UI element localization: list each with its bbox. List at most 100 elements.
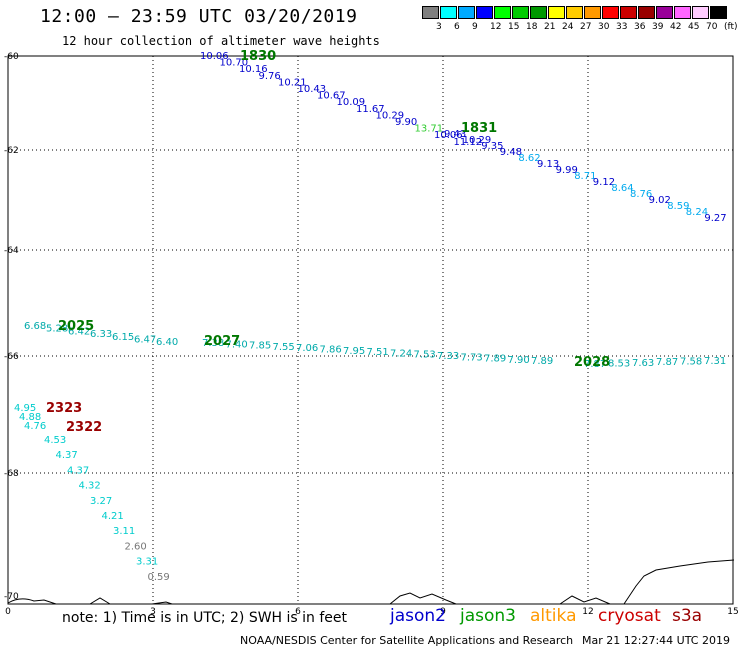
colorbar-label: 70 xyxy=(706,22,718,32)
wave-height-reading: 10.16 xyxy=(239,64,268,75)
wave-height-reading: 6.47 xyxy=(134,335,156,346)
wave-height-reading: 9.43 xyxy=(444,129,466,140)
y-tick-label: -60 xyxy=(4,52,19,62)
wave-height-reading: 7.51 xyxy=(367,347,389,358)
colorbar-swatch xyxy=(620,6,637,19)
wave-height-reading: 7.33 xyxy=(437,351,459,362)
wave-height-reading: 3.11 xyxy=(113,526,135,537)
x-tick-label: 0 xyxy=(5,607,11,617)
coastline xyxy=(7,559,735,605)
wave-height-reading: 7.06 xyxy=(296,343,318,354)
wave-height-reading: 4.21 xyxy=(102,511,124,522)
wave-height-reading: 4.37 xyxy=(67,465,89,476)
satellite-pass: 4.53 4.37 4.37 4.32 3.27 4.21 3.11 2.60 3.31 0.59… xyxy=(44,420,170,583)
credit-line: NOAA/NESDIS Center for Satellite Applica… xyxy=(240,634,574,647)
satellite-pass: 9.4310.299.359.488.629.139.998.719.128.6… xyxy=(444,121,727,224)
graticule xyxy=(8,56,733,604)
wave-height-reading: 10.29 xyxy=(463,135,492,146)
wave-height-reading: 8.62 xyxy=(518,153,540,164)
legend-item-s3a: s3a xyxy=(672,606,703,626)
wave-height-reading: 7.90 xyxy=(508,355,530,366)
wave-height-reading: 7.73 xyxy=(461,352,483,363)
wave-height-reading: 3.31 xyxy=(136,557,158,568)
colorbar-label: 21 xyxy=(544,22,556,32)
wave-height-reading: 4.76 xyxy=(24,421,46,432)
y-tick-label: -66 xyxy=(4,352,19,362)
colorbar-swatch xyxy=(422,6,439,19)
colorbar-label: 18 xyxy=(526,22,538,32)
colorbar-label: 3 xyxy=(436,22,442,32)
wave-height-reading: 8.71 xyxy=(574,171,596,182)
wave-height-reading: 7.89 xyxy=(531,356,553,367)
wave-height-reading: 7.95 xyxy=(343,346,365,357)
wave-height-reading: 6.42 xyxy=(68,326,90,337)
wave-height-reading: 7.87 xyxy=(584,359,606,370)
x-tick-label: 9 xyxy=(440,607,446,617)
wave-height-reading: 9.99 xyxy=(556,165,578,176)
colorbar-swatch xyxy=(458,6,475,19)
wave-height-reading: 6.68 xyxy=(24,321,46,332)
legend-item-cryosat: cryosat xyxy=(598,606,661,626)
legend-item-jason2: jason2 xyxy=(390,606,446,626)
colorbar-swatch xyxy=(440,6,457,19)
pass-time-label: 2323 xyxy=(46,401,82,416)
pass-time-label: 2028 xyxy=(574,355,610,370)
wave-height-reading: 6.40 xyxy=(156,337,178,348)
colorbar-swatch xyxy=(584,6,601,19)
axis-tick-labels: 0 3 6 9 12 15 -60 -62 -64 -66 -68 -70 xyxy=(4,52,739,617)
satellite-pass: 10.0610.7010.169.7610.2110.4310.6710.091… xyxy=(200,49,482,148)
colorbar-swatch xyxy=(476,6,493,19)
wave-height-reading: 8.76 xyxy=(630,189,652,200)
satellite-pass: 6.68 5.28 6.42 6.33 6.15 6.47 6.40 2025 xyxy=(24,319,178,348)
wave-height-reading: 4.95 xyxy=(14,403,36,414)
wave-height-reading: 7.63 xyxy=(632,358,654,369)
wave-height-reading: 10.67 xyxy=(317,91,346,102)
map-frame xyxy=(7,55,734,605)
legend-item-jason3: jason3 xyxy=(460,606,516,626)
colorbar-label: 15 xyxy=(508,22,520,32)
colorbar-label: 39 xyxy=(652,22,664,32)
pass-time-label: 2027 xyxy=(204,334,240,349)
wave-height-reading: 4.37 xyxy=(56,450,78,461)
wave-height-reading: 7.86 xyxy=(320,345,342,356)
y-tick-label: -62 xyxy=(4,146,19,156)
wave-height-reading: 6.15 xyxy=(112,332,134,343)
colorbar-swatch xyxy=(566,6,583,19)
wave-height-reading: 9.12 xyxy=(593,177,615,188)
x-tick-label: 12 xyxy=(582,607,593,617)
generation-timestamp: Mar 21 12:27:44 UTC 2019 xyxy=(582,634,730,647)
footer-note: note: 1) Time is in UTC; 2) SWH is in fe… xyxy=(62,610,348,626)
wave-height-reading: 7.85 xyxy=(249,341,271,352)
wave-height-reading: 4.32 xyxy=(79,481,101,492)
wave-height-reading: 10.21 xyxy=(278,77,307,88)
wave-height-reading: 10.29 xyxy=(376,110,405,121)
wave-height-reading: 7.58 xyxy=(680,357,702,368)
wave-height-reading: 8.24 xyxy=(686,207,708,218)
legend-item-altika: altika xyxy=(530,606,577,626)
colorbar-label: 12 xyxy=(490,22,502,32)
wave-height-reading: 4.53 xyxy=(44,435,66,446)
wave-height-reading: 9.48 xyxy=(500,147,522,158)
wave-height-reading: 8.64 xyxy=(611,183,633,194)
colorbar-swatch xyxy=(530,6,547,19)
colorbar-label: 45 xyxy=(688,22,700,32)
wave-height-reading: 7.40 xyxy=(226,339,248,350)
y-tick-label: -68 xyxy=(4,469,19,479)
colorbar-label: 42 xyxy=(670,22,682,32)
wave-height-reading: 10.06 xyxy=(200,51,229,62)
x-tick-label: 3 xyxy=(150,607,156,617)
pass-time-label: 1831 xyxy=(461,121,497,136)
colorbar-swatch xyxy=(548,6,565,19)
wave-height-reading: 7.55 xyxy=(273,342,295,353)
wave-height-reading: 10.70 xyxy=(220,58,249,69)
wave-height-reading: 9.27 xyxy=(704,213,726,224)
colorbar-swatch xyxy=(656,6,673,19)
colorbar-swatch xyxy=(692,6,709,19)
wave-height-reading: 10.06 xyxy=(434,130,463,141)
wave-height-colorbar xyxy=(422,6,728,19)
colorbar-label: 6 xyxy=(454,22,460,32)
pass-time-label: 2322 xyxy=(66,420,102,435)
wave-height-reading: 9.13 xyxy=(537,159,559,170)
satellite-tracks: 10.0610.7010.169.7610.2110.4310.6710.091… xyxy=(14,49,727,583)
